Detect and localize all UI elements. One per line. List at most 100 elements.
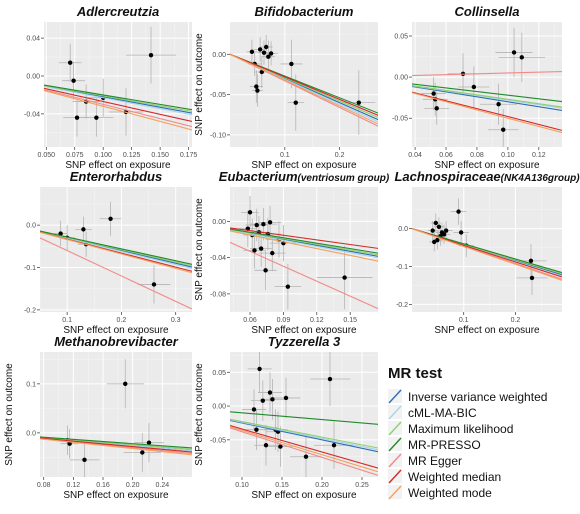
y-tick-label: -0.10: [210, 132, 226, 139]
y-tick-label: 0.00: [212, 52, 226, 59]
line-mr-presso: [412, 228, 562, 274]
data-point: [263, 443, 269, 448]
panel-title-main: Methanobrevibacter: [54, 334, 178, 349]
panel-collinsella: 0.04 0.06 0.08 0.10 0.12 -0.05 0.00 0.05 Collins…: [392, 4, 562, 171]
x-axis-label: SNP effect on exposure: [434, 160, 540, 171]
panel-title: Lachnospiraceae(NK4A136group): [394, 169, 580, 184]
panel-title: Collinsella: [454, 4, 519, 19]
line-mr-presso: [40, 436, 192, 449]
x-tick-label: 0.2: [117, 317, 127, 324]
plot-background: [230, 352, 378, 477]
x-axis-label: SNP effect on exposure: [251, 325, 357, 336]
data-point: [257, 366, 262, 372]
data-point: [270, 397, 275, 402]
data-point: [257, 47, 263, 52]
data-point: [261, 50, 267, 55]
line-mr-presso: [230, 411, 378, 425]
line-weighted-mode: [230, 230, 378, 262]
y-axis-label: SNP effect on outcome: [194, 198, 205, 301]
x-tick-label: 0.175: [180, 152, 198, 159]
panel-tyzzerella-3: 0.10 0.15 0.20 0.25 -0.05 0.00 0.05 Tyzzerella …: [194, 334, 378, 501]
data-point: [529, 275, 535, 281]
data-point: [148, 52, 154, 58]
data-point: [268, 51, 274, 56]
data-point: [247, 210, 253, 215]
line-mr-presso: [40, 230, 192, 265]
data-point: [293, 100, 298, 105]
data-point: [501, 127, 506, 132]
mr-lines: [230, 227, 378, 310]
line-inverse-variance-weighted: [44, 85, 192, 114]
data-point: [67, 60, 73, 65]
line-weighted-mode: [230, 53, 378, 125]
x-tick-label: 0.2: [511, 317, 521, 324]
x-tick-label: 0.04: [408, 152, 422, 159]
mr-lines: [230, 53, 378, 127]
x-tick-label: 0.050: [38, 152, 56, 159]
data-point: [434, 106, 439, 111]
y-tick-label: 0.04: [26, 36, 40, 43]
legend-key-line: [388, 405, 402, 420]
panel-title: Eubacterium(ventriosum group): [219, 169, 390, 184]
panel-eubacterium: 0.06 0.09 0.12 0.15 -0.08 -0.04 0.00 Eubacteriu…: [194, 169, 390, 336]
legend-item-weighted-mode: Weighted mode: [388, 485, 492, 500]
panel-title-suffix: (ventriosum group): [298, 173, 390, 184]
data-point: [267, 220, 273, 225]
data-point: [270, 250, 275, 256]
data-point: [146, 440, 152, 445]
y-tick-label: -0.05: [392, 116, 408, 123]
y-tick-label: -0.05: [210, 92, 226, 99]
x-tick-label: 0.06: [439, 152, 453, 159]
legend-key-line: [388, 389, 402, 404]
panel-methanobrevibacter: 0.08 0.12 0.16 0.20 0.24 0.0 0.1 Methanobreviba…: [4, 334, 192, 501]
x-tick-label: 0.12: [67, 482, 81, 489]
data-point: [519, 55, 524, 60]
data-point: [456, 209, 461, 214]
x-axis-label: SNP effect on exposure: [63, 325, 169, 336]
line-weighted-median: [230, 227, 378, 249]
line-cml-ma-bic: [44, 85, 192, 116]
data-point: [528, 258, 534, 264]
panel-title-main: Adlercreutzia: [76, 4, 159, 19]
line-weighted-mode: [412, 228, 562, 281]
panel-bifidobacterium: 0.1 0.2 -0.10 -0.05 0.00 Bifidobacterium SNP e…: [194, 4, 378, 171]
data-point: [58, 231, 63, 236]
data-point: [471, 84, 477, 90]
x-tick-label: 0.20: [126, 482, 140, 489]
data-point: [263, 44, 269, 50]
data-point: [266, 54, 271, 59]
data-point: [261, 221, 266, 227]
data-point: [441, 232, 447, 237]
line-weighted-median: [44, 87, 192, 123]
legend-item-mr-egger: MR Egger: [388, 453, 462, 468]
y-tick-label: 0.05: [212, 370, 226, 377]
data-point: [254, 427, 259, 432]
line-mr-presso: [412, 83, 562, 103]
legend-label: Maximum likelihood: [408, 422, 513, 436]
panel-title-main: Lachnospiraceae: [394, 169, 500, 184]
data-point: [82, 457, 87, 463]
mr-lines: [230, 411, 378, 476]
data-point: [356, 100, 362, 105]
panel-title-main: Enterorhabdus: [70, 169, 162, 184]
x-tick-label: 0.06: [243, 317, 257, 324]
line-mr-presso: [44, 84, 192, 111]
legend-key-line: [388, 485, 402, 500]
data-point: [267, 390, 273, 395]
line-weighted-mode: [412, 92, 562, 134]
panel-adlercreutzia: 0.050 0.075 0.100 0.125 0.150 0.175 -0.04 0.00 0…: [24, 4, 198, 171]
panel-title: Adlercreutzia: [76, 4, 159, 19]
gridlines: [40, 352, 192, 477]
panel-title: Enterorhabdus: [70, 169, 162, 184]
x-tick-label: 0.075: [66, 152, 84, 159]
line-weighted-mode: [44, 89, 192, 131]
legend-label: Weighted median: [408, 470, 501, 484]
y-tick-label: 0.0: [398, 226, 408, 233]
legend-key-line: [388, 421, 402, 436]
data-points: [58, 359, 164, 477]
data-point: [443, 228, 449, 233]
data-point: [285, 284, 291, 289]
data-points: [246, 34, 376, 135]
gridlines: [412, 187, 562, 312]
line-mr-egger: [412, 70, 562, 77]
